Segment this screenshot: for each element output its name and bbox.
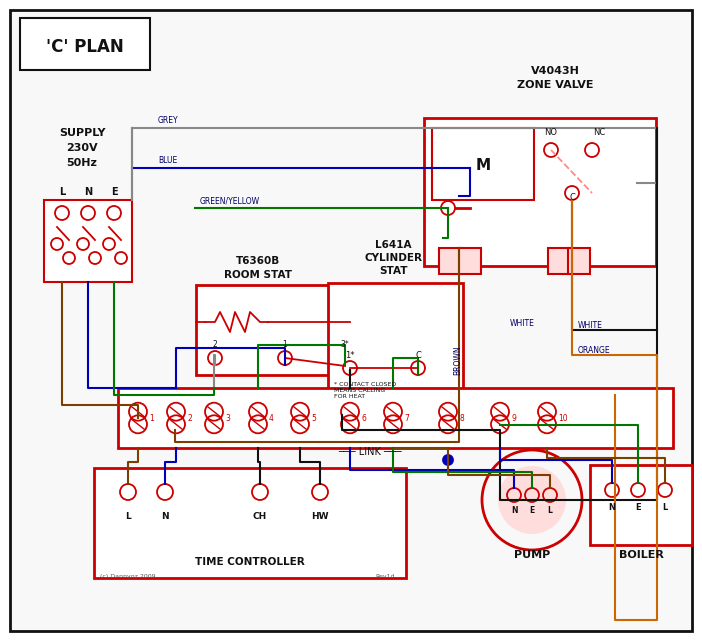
Circle shape [498,466,566,534]
Bar [196,285,354,375]
Text: L: L [663,503,668,512]
Text: 9: 9 [511,413,516,422]
Text: 8: 8 [459,413,464,422]
Text: 'C' PLAN: 'C' PLAN [46,38,124,56]
Text: SUPPLY
230V
50Hz: SUPPLY 230V 50Hz [59,128,105,168]
Text: ─── LINK ───: ─── LINK ─── [338,447,402,457]
Bar [118,388,673,448]
Text: 7: 7 [404,413,409,422]
Text: (c) Dannyoz 2009: (c) Dannyoz 2009 [100,574,156,579]
Text: ORANGE: ORANGE [578,346,611,355]
Text: N: N [84,187,92,197]
Text: V4043H
ZONE VALVE: V4043H ZONE VALVE [517,67,593,90]
Text: 3: 3 [225,413,230,422]
Text: 1*: 1* [345,351,355,360]
Bar [432,128,534,200]
Text: 2: 2 [213,340,218,349]
Text: M: M [475,158,491,172]
Text: HW: HW [311,512,329,521]
Text: L: L [59,187,65,197]
Bar [459,248,481,274]
Text: GREEN/YELLOW: GREEN/YELLOW [200,196,260,205]
Text: PUMP: PUMP [514,550,550,560]
Text: NO: NO [545,128,557,137]
Bar [94,468,406,578]
Bar [439,248,461,274]
Text: N: N [511,506,517,515]
Bar [590,465,692,545]
Text: Rev1d: Rev1d [375,574,395,579]
Text: 3*: 3* [340,340,350,349]
Text: N: N [161,512,168,521]
Circle shape [443,455,453,465]
Bar [424,118,656,266]
Text: TIME CONTROLLER: TIME CONTROLLER [195,557,305,567]
Text: WHITE: WHITE [510,319,535,328]
Text: T6360B
ROOM STAT: T6360B ROOM STAT [224,256,292,279]
Text: 1: 1 [283,340,287,349]
Text: GREY: GREY [158,116,178,125]
Text: C: C [415,351,421,360]
Text: 4: 4 [269,413,274,422]
Text: BLUE: BLUE [158,156,177,165]
Text: 2: 2 [187,413,192,422]
Text: WHITE: WHITE [578,321,603,330]
Text: E: E [635,503,641,512]
Text: NC: NC [593,128,605,137]
Bar [44,200,132,282]
Text: BOILER: BOILER [618,550,663,560]
Bar [548,248,570,274]
Text: 5: 5 [311,413,316,422]
Bar [328,283,463,405]
Text: N: N [609,503,616,512]
Text: 1: 1 [149,413,154,422]
Text: E: E [111,187,117,197]
Text: C: C [569,193,575,202]
Text: * CONTACT CLOSED
MEANS CALLING
FOR HEAT: * CONTACT CLOSED MEANS CALLING FOR HEAT [334,382,396,399]
Text: 6: 6 [361,413,366,422]
Text: L: L [125,512,131,521]
Text: CH: CH [253,512,267,521]
Text: L641A
CYLINDER
STAT: L641A CYLINDER STAT [364,240,422,276]
Text: 10: 10 [558,413,568,422]
Text: E: E [529,506,535,515]
Text: L: L [548,506,552,515]
Bar [20,18,150,70]
Bar [568,248,590,274]
Text: BROWN: BROWN [453,345,462,375]
